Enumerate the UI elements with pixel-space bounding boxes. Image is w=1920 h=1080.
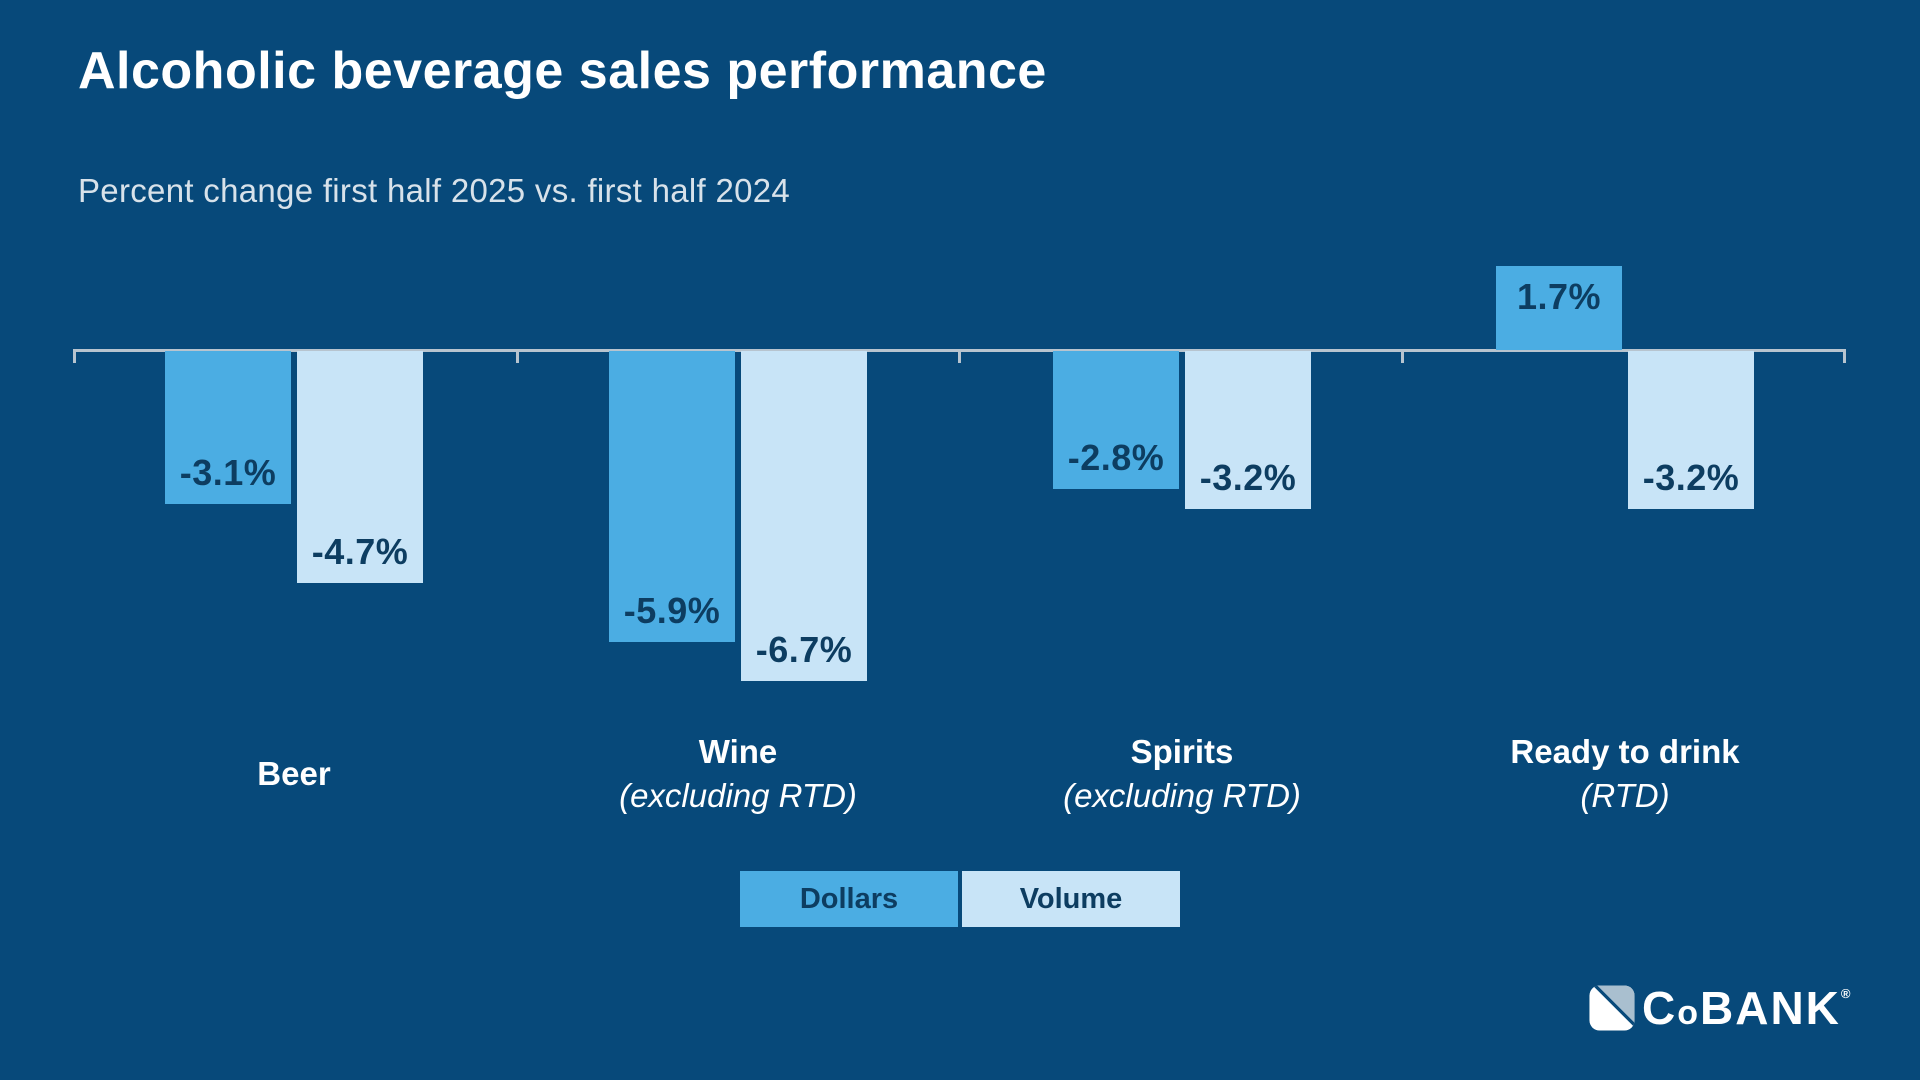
legend-item-volume: Volume [962, 871, 1180, 927]
bar-value-label: -3.1% [179, 452, 277, 493]
category-label-wine: Wine (excluding RTD) [508, 729, 968, 819]
category-label-beer: Beer [64, 729, 524, 819]
category-name: Ready to drink [1510, 733, 1740, 770]
chart-legend: Dollars Volume [740, 871, 1180, 927]
cobank-logo-text: CoBANK® [1642, 981, 1851, 1035]
x-axis-tick [516, 349, 519, 363]
logo-letter-c: C [1642, 982, 1678, 1034]
bar-dollars-beer: -3.1% [165, 351, 291, 504]
bar-value-label: -3.2% [1199, 457, 1297, 498]
x-axis-tick [958, 349, 961, 363]
bar-dollars-ready-to-drink: 1.7% [1496, 266, 1622, 350]
legend-item-dollars: Dollars [740, 871, 958, 927]
category-sublabel: (excluding RTD) [619, 777, 857, 814]
registered-trademark: ® [1840, 986, 1851, 1001]
chart-subtitle: Percent change first half 2025 vs. first… [78, 172, 791, 209]
logo-letter-o: o [1677, 994, 1701, 1032]
x-axis-tick [73, 349, 76, 363]
bar-volume-beer: -4.7% [297, 351, 423, 583]
category-sublabel: (excluding RTD) [1063, 777, 1301, 814]
category-sublabel: (RTD) [1580, 777, 1670, 814]
category-name: Wine [698, 733, 778, 770]
x-axis-tick [1843, 349, 1846, 363]
logo-letters-bank: BANK [1700, 982, 1841, 1034]
category-name: Spirits [1130, 733, 1234, 770]
bar-value-label: -4.7% [311, 531, 409, 572]
cobank-logo: CoBANK® [1589, 981, 1851, 1035]
bar-volume-spirits: -3.2% [1185, 351, 1311, 509]
category-name: Beer [257, 755, 331, 792]
bar-volume-ready-to-drink: -3.2% [1628, 351, 1754, 509]
bar-value-label: -3.2% [1642, 457, 1740, 498]
chart-title: Alcoholic beverage sales performance [78, 42, 1047, 100]
bar-value-label: -2.8% [1067, 437, 1165, 478]
bar-value-label: -6.7% [755, 629, 853, 670]
bar-volume-wine: -6.7% [741, 351, 867, 681]
bar-value-label: 1.7% [1516, 276, 1602, 317]
cobank-logo-icon [1589, 985, 1635, 1031]
bar-dollars-wine: -5.9% [609, 351, 735, 642]
category-label-ready-to-drink: Ready to drink (RTD) [1395, 729, 1855, 819]
bar-value-label: -5.9% [623, 590, 721, 631]
x-axis-tick [1401, 349, 1404, 363]
category-label-spirits: Spirits (excluding RTD) [952, 729, 1412, 819]
bar-dollars-spirits: -2.8% [1053, 351, 1179, 489]
